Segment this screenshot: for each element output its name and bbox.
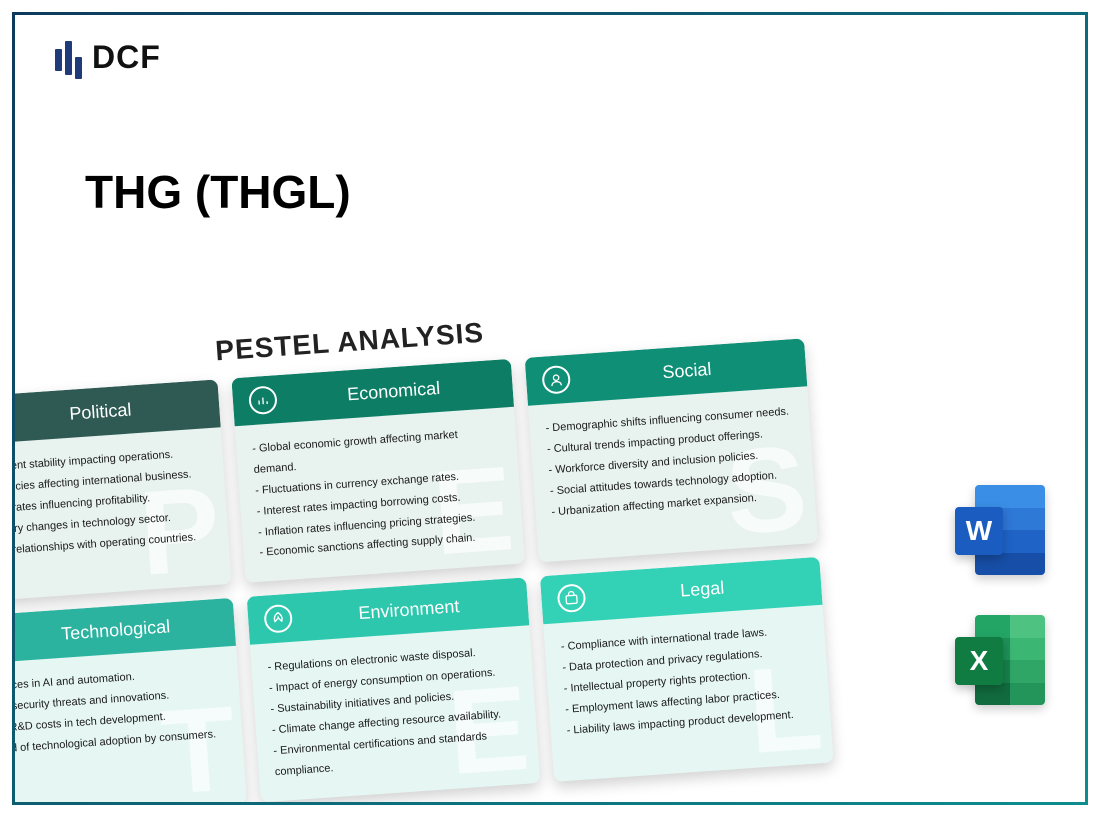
pestel-card-legal: LegalLCompliance with international trad…	[540, 557, 834, 781]
pestel-card-title: Technological	[12, 613, 219, 648]
pestel-card-body: Government stability impacting operation…	[12, 427, 230, 583]
pestel-card-economical: EconomicalEGlobal economic growth affect…	[231, 359, 525, 583]
pestel-card-title: Economical	[290, 373, 497, 408]
logo: DCF	[55, 39, 161, 76]
app-icons: W X	[955, 485, 1045, 705]
pestel-card-political: PoliticalPGovernment stability impacting…	[12, 379, 232, 603]
logo-bars-icon	[55, 41, 82, 75]
pestel-card-title: Environment	[305, 592, 512, 627]
economical-icon	[248, 385, 278, 415]
pestel-card-technological: TechnologicalTAdvances in AI and automat…	[12, 598, 247, 805]
logo-text: DCF	[92, 39, 161, 76]
word-glyph: W	[955, 507, 1003, 555]
environment-icon	[263, 604, 293, 634]
page-title: THG (THGL)	[85, 165, 351, 219]
excel-icon: X	[955, 615, 1045, 705]
pestel-card-body: Advances in AI and automation.Cybersecur…	[12, 646, 244, 781]
pestel-card-body: Demographic shifts influencing consumer …	[528, 386, 817, 542]
pestel-card-body: Regulations on electronic waste disposal…	[250, 626, 540, 802]
word-icon: W	[955, 485, 1045, 575]
pestel-card-title: Political	[12, 394, 204, 429]
pestel-card-body: Compliance with international trade laws…	[543, 605, 832, 761]
pestel-card-title: Legal	[599, 572, 806, 607]
excel-glyph: X	[955, 637, 1003, 685]
pestel-card-environment: EnvironmentERegulations on electronic wa…	[247, 578, 541, 802]
pestel-card-body: Global economic growth affecting market …	[235, 407, 525, 583]
pestel-card-social: SocialSDemographic shifts influencing co…	[525, 338, 819, 562]
social-icon	[541, 365, 571, 395]
pestel-diagram: PESTEL ANALYSIS PoliticalPGovernment sta…	[12, 292, 866, 805]
pestel-card-title: Social	[583, 353, 790, 388]
legal-icon	[557, 584, 587, 614]
